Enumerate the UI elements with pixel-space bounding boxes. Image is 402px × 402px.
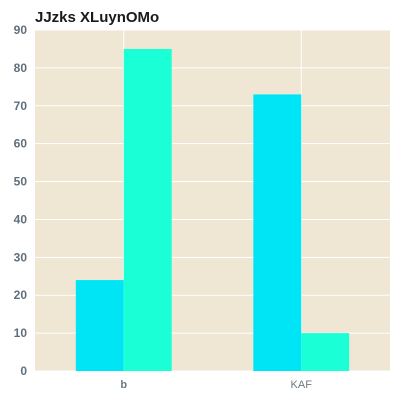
bar xyxy=(301,333,350,371)
y-tick-label: 30 xyxy=(14,250,28,264)
y-tick-label: 90 xyxy=(14,23,28,37)
y-tick-label: 40 xyxy=(14,212,28,226)
x-tick-label: b xyxy=(120,379,127,391)
y-tick-label: 50 xyxy=(14,175,28,189)
y-tick-label: 0 xyxy=(20,364,27,378)
x-tick-label: KAF xyxy=(291,379,313,391)
y-tick-label: 20 xyxy=(14,288,28,302)
y-tick-label: 80 xyxy=(14,61,28,75)
y-tick-label: 60 xyxy=(14,137,28,151)
chart-title: JJzks XLuynOMo xyxy=(35,9,159,26)
bar xyxy=(253,94,302,372)
y-tick-label: 70 xyxy=(14,99,28,113)
bar xyxy=(75,280,124,371)
plot-area: 0 10 20 30 40 50 60 70 80 90 b KAF xyxy=(14,23,390,391)
bar xyxy=(123,48,172,371)
y-tick-label: 10 xyxy=(14,326,28,340)
